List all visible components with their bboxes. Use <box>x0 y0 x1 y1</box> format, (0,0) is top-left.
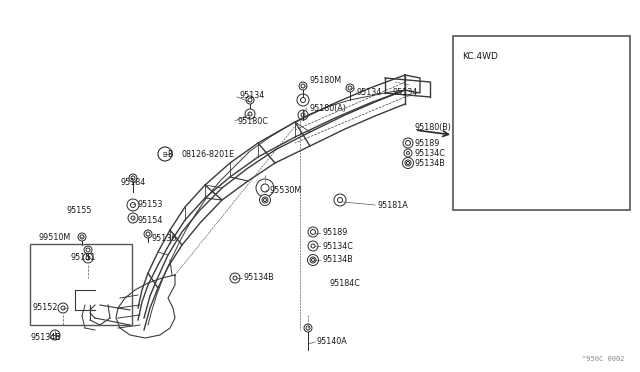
Text: B: B <box>163 152 168 158</box>
Text: 95184: 95184 <box>120 177 145 186</box>
Circle shape <box>403 138 413 148</box>
Circle shape <box>304 324 312 332</box>
Circle shape <box>127 199 139 211</box>
Text: 95189: 95189 <box>415 138 440 148</box>
Circle shape <box>307 254 319 266</box>
Text: 95180C: 95180C <box>238 116 269 125</box>
Text: KC.4WD: KC.4WD <box>462 52 498 61</box>
Circle shape <box>246 96 254 104</box>
Circle shape <box>510 91 520 101</box>
Bar <box>30 244 132 325</box>
Circle shape <box>129 174 137 182</box>
Circle shape <box>299 82 307 90</box>
Circle shape <box>346 84 354 92</box>
Text: 95134B: 95134B <box>323 256 354 264</box>
Text: 95180(A): 95180(A) <box>310 103 347 112</box>
Circle shape <box>509 74 521 86</box>
Circle shape <box>510 161 520 171</box>
Text: 95184C: 95184C <box>330 279 361 288</box>
Circle shape <box>334 194 346 206</box>
Circle shape <box>511 64 519 72</box>
Circle shape <box>524 133 536 145</box>
Bar <box>453 36 630 210</box>
Text: 95134B: 95134B <box>244 273 275 282</box>
Text: ^950C 0002: ^950C 0002 <box>582 356 625 362</box>
Text: 95154: 95154 <box>138 215 163 224</box>
Text: 95180M: 95180M <box>310 76 342 84</box>
Text: 95134B: 95134B <box>415 158 445 167</box>
Text: 95135: 95135 <box>544 70 570 78</box>
Circle shape <box>297 94 309 106</box>
Circle shape <box>128 213 138 223</box>
Circle shape <box>404 149 412 157</box>
Circle shape <box>308 227 318 237</box>
Text: 95140A: 95140A <box>317 337 348 346</box>
Circle shape <box>298 110 308 120</box>
Circle shape <box>308 241 318 251</box>
Text: 95530M: 95530M <box>270 186 302 195</box>
Circle shape <box>84 246 92 254</box>
Text: B: B <box>167 150 173 158</box>
Text: 95153: 95153 <box>138 199 163 208</box>
Text: 95134B: 95134B <box>544 176 575 186</box>
Text: 95152: 95152 <box>32 304 58 312</box>
Text: 95180(B): 95180(B) <box>415 122 452 131</box>
Circle shape <box>259 195 271 205</box>
Circle shape <box>230 273 240 283</box>
Text: 95134C: 95134C <box>415 148 446 157</box>
Text: 95189: 95189 <box>544 151 570 160</box>
Circle shape <box>78 233 86 241</box>
Circle shape <box>510 147 520 157</box>
Text: 95180(B): 95180(B) <box>544 96 581 105</box>
Circle shape <box>58 303 68 313</box>
Text: 95151: 95151 <box>70 253 95 263</box>
Text: 95134: 95134 <box>240 90 265 99</box>
Text: 95134: 95134 <box>357 87 382 96</box>
Circle shape <box>509 174 520 186</box>
Text: 95189: 95189 <box>323 228 348 237</box>
Text: 95181A: 95181A <box>378 201 409 209</box>
Text: 95134C: 95134C <box>323 241 354 250</box>
Text: 95155: 95155 <box>66 205 92 215</box>
Circle shape <box>144 230 152 238</box>
Circle shape <box>256 179 274 197</box>
Circle shape <box>245 109 255 119</box>
Text: 95134: 95134 <box>393 87 419 96</box>
Text: 95136: 95136 <box>152 234 177 243</box>
Circle shape <box>83 253 93 263</box>
Circle shape <box>50 330 60 340</box>
Text: 08126-8201E: 08126-8201E <box>182 150 235 158</box>
Circle shape <box>403 157 413 169</box>
Text: 99510M: 99510M <box>38 232 70 241</box>
Text: 95134C: 95134C <box>544 164 575 173</box>
Text: 95134B: 95134B <box>30 334 61 343</box>
